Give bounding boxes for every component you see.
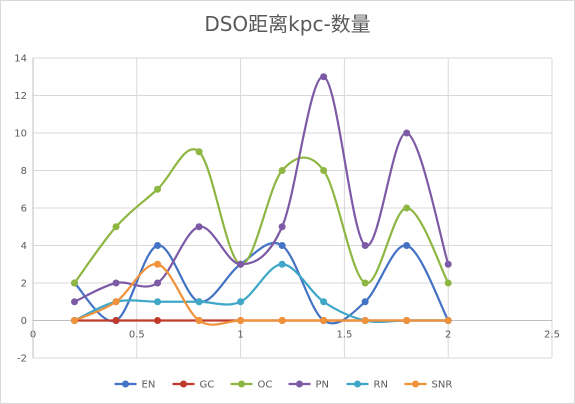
series-pn <box>71 73 452 305</box>
legend-marker-en <box>122 381 129 388</box>
series-line-snr <box>75 264 449 325</box>
data-point-snr <box>279 317 286 324</box>
y-tick-label: 14 <box>14 54 27 65</box>
legend-marker-gc <box>180 381 187 388</box>
x-tick-label: 1.5 <box>336 330 352 341</box>
data-point-rn <box>154 298 161 305</box>
x-tick-label: 2.5 <box>544 330 560 341</box>
data-point-snr <box>196 317 203 324</box>
data-point-pn <box>154 280 161 287</box>
data-point-snr <box>362 317 369 324</box>
series-line-pn <box>75 77 449 302</box>
data-point-en <box>279 242 286 249</box>
legend-label-snr: SNR <box>432 380 453 391</box>
legend-item-snr: SNR <box>405 380 453 391</box>
data-point-pn <box>320 73 327 80</box>
data-point-oc <box>279 167 286 174</box>
data-point-oc <box>362 280 369 287</box>
y-tick-label: 8 <box>21 166 27 177</box>
legend-label-pn: PN <box>316 380 330 391</box>
grid-lines <box>33 58 552 358</box>
x-tick-label: 2 <box>445 330 451 341</box>
legend-item-oc: OC <box>231 380 273 391</box>
y-tick-label: 12 <box>14 91 27 102</box>
legend-label-oc: OC <box>258 380 273 391</box>
data-point-oc <box>113 223 120 230</box>
legend-label-gc: GC <box>200 380 215 391</box>
data-point-pn <box>71 298 78 305</box>
data-point-snr <box>237 317 244 324</box>
data-point-snr <box>320 317 327 324</box>
data-point-snr <box>113 298 120 305</box>
data-point-snr <box>445 317 452 324</box>
legend-item-gc: GC <box>173 380 215 391</box>
data-point-pn <box>362 242 369 249</box>
data-point-rn <box>279 261 286 268</box>
data-point-oc <box>154 186 161 193</box>
legend-item-en: EN <box>115 380 156 391</box>
data-point-pn <box>445 261 452 268</box>
data-point-oc <box>403 205 410 212</box>
series-line-rn <box>75 264 449 322</box>
legend-label-en: EN <box>142 380 156 391</box>
data-point-en <box>362 298 369 305</box>
data-point-pn <box>403 130 410 137</box>
y-tick-label: 2 <box>21 279 27 290</box>
data-point-snr <box>403 317 410 324</box>
y-tick-label: 4 <box>21 241 27 252</box>
legend: EN GC OC PN RN SNR <box>115 380 453 391</box>
data-point-en <box>154 242 161 249</box>
y-tick-label: 10 <box>14 129 27 140</box>
data-point-rn <box>320 298 327 305</box>
data-point-oc <box>196 148 203 155</box>
data-point-oc <box>320 167 327 174</box>
data-point-oc <box>445 280 452 287</box>
series-rn <box>71 261 452 324</box>
legend-marker-oc <box>238 381 245 388</box>
legend-item-pn: PN <box>289 380 330 391</box>
data-point-rn <box>237 298 244 305</box>
legend-marker-pn <box>296 381 303 388</box>
y-tick-label: -2 <box>17 354 27 365</box>
data-point-gc <box>154 317 161 324</box>
legend-marker-rn <box>354 381 361 388</box>
x-tick-label: 1 <box>237 330 243 341</box>
data-point-pn <box>113 280 120 287</box>
x-tick-label: 0.5 <box>129 330 145 341</box>
series-snr <box>71 261 452 325</box>
data-point-pn <box>279 223 286 230</box>
series-layer <box>71 73 452 324</box>
data-point-snr <box>154 261 161 268</box>
series-oc <box>71 148 452 286</box>
y-tick-label: 0 <box>21 316 27 327</box>
data-point-rn <box>196 298 203 305</box>
legend-label-rn: RN <box>374 380 388 391</box>
data-point-snr <box>71 317 78 324</box>
data-point-en <box>403 242 410 249</box>
legend-marker-snr <box>412 381 419 388</box>
data-point-oc <box>71 280 78 287</box>
y-tick-label: 6 <box>21 204 27 215</box>
legend-item-rn: RN <box>347 380 388 391</box>
data-point-pn <box>237 261 244 268</box>
data-point-gc <box>113 317 120 324</box>
data-point-pn <box>196 223 203 230</box>
